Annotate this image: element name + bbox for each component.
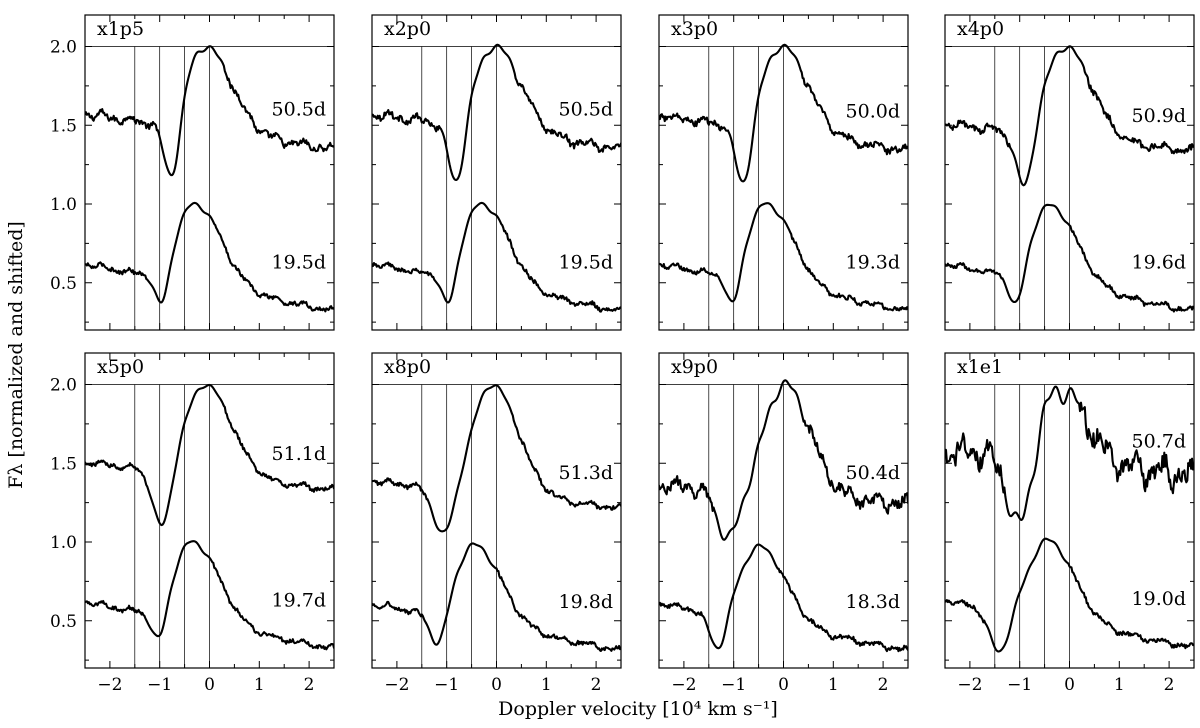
- spectrum-line: [85, 45, 334, 177]
- y-tick-label: 2.0: [50, 376, 77, 396]
- y-tick-label: 1.5: [50, 454, 77, 474]
- x-tick-label: 1: [1114, 675, 1125, 695]
- panel-x1e1: 50.7d 19.0d x1e1 −2 −1 0 1 2: [944, 352, 1195, 695]
- x-tick-label: 0: [491, 675, 502, 695]
- epoch-label: 51.3d: [559, 462, 613, 484]
- panel-x3p0: 50.0d 19.3d x3p0: [658, 14, 909, 331]
- spectrum-line: [659, 543, 908, 653]
- x-tick-label: −2: [671, 675, 696, 695]
- spectrum-line: [85, 383, 334, 527]
- y-tick-label: 0.5: [50, 274, 77, 294]
- x-axis-label: Doppler velocity [10⁴ km s⁻¹]: [498, 698, 778, 720]
- x-tick-label: 2: [304, 675, 315, 695]
- y-tick-label: 0.5: [50, 612, 77, 632]
- x-tick-label: 2: [878, 675, 889, 695]
- x-tick-label: 0: [204, 675, 215, 695]
- epoch-label: 50.0d: [846, 100, 900, 122]
- panel-title: x4p0: [957, 18, 1004, 40]
- y-tick-label: 1.0: [50, 195, 77, 215]
- spectrum-line: [945, 537, 1194, 653]
- y-tick-label: 1.0: [50, 533, 77, 553]
- panel-x5p0: 51.1d 19.7d x5p0 −2 −1 0 1 2 0.5 1.0 1.5 2.0: [50, 352, 335, 695]
- epoch-label: 50.9d: [1132, 105, 1186, 127]
- x-tick-label: 0: [1064, 675, 1075, 695]
- panel-title: x9p0: [671, 356, 718, 378]
- y-tick-label: 2.0: [50, 38, 77, 58]
- x-tick-label: −2: [384, 675, 409, 695]
- y-tick-label: 1.5: [50, 116, 77, 136]
- x-tick-label: −2: [97, 675, 122, 695]
- epoch-label: 19.3d: [846, 251, 900, 273]
- epoch-label: 19.5d: [272, 251, 326, 273]
- panel-grid: 50.5d 19.5d x1p5 0.5 1.0 1.5 2.0 50.5d 19.5d x2p0…: [50, 14, 1195, 695]
- spectrum-line: [85, 540, 334, 651]
- x-tick-label: 2: [1164, 675, 1175, 695]
- panel-x2p0: 50.5d 19.5d x2p0: [371, 14, 622, 331]
- epoch-label: 51.1d: [272, 443, 326, 465]
- panel-x8p0: 51.3d 19.8d x8p0 −2 −1 0 1 2: [371, 352, 622, 695]
- spectrum-line: [85, 201, 334, 313]
- x-tick-label: −1: [1007, 675, 1032, 695]
- epoch-label: 50.5d: [559, 99, 613, 121]
- panel-title: x8p0: [384, 356, 431, 378]
- spectrum-line: [945, 203, 1194, 313]
- epoch-label: 50.5d: [272, 99, 326, 121]
- spectrum-line: [659, 379, 908, 541]
- panel-x4p0: 50.9d 19.6d x4p0: [944, 14, 1195, 331]
- x-tick-label: 0: [778, 675, 789, 695]
- x-tick-label: −1: [721, 675, 746, 695]
- x-tick-label: −2: [957, 675, 982, 695]
- x-tick-label: −1: [434, 675, 459, 695]
- spectrum-line: [372, 542, 621, 652]
- x-tick-label: 1: [828, 675, 839, 695]
- epoch-label: 18.3d: [846, 591, 900, 613]
- x-tick-label: 1: [254, 675, 265, 695]
- panel-x9p0: 50.4d 18.3d x9p0 −2 −1 0 1 2: [658, 352, 909, 695]
- epoch-label: 19.7d: [272, 589, 326, 611]
- spectrum-line: [945, 385, 1194, 521]
- x-tick-label: −1: [147, 675, 172, 695]
- spectrum-line: [372, 384, 621, 533]
- panel-title: x2p0: [384, 18, 431, 40]
- panel-title: x1p5: [97, 18, 144, 40]
- spectrum-line: [659, 202, 908, 312]
- panel-title: x3p0: [671, 18, 718, 40]
- epoch-label: 19.0d: [1132, 588, 1186, 610]
- epoch-label: 19.5d: [559, 251, 613, 273]
- spectrum-line: [372, 43, 621, 182]
- x-tick-label: 2: [591, 675, 602, 695]
- epoch-label: 19.6d: [1132, 251, 1186, 273]
- panel-x1p5: 50.5d 19.5d x1p5 0.5 1.0 1.5 2.0: [50, 14, 335, 331]
- spectrum-line: [372, 201, 621, 313]
- y-axis-label: Fλ [normalized and shifted]: [5, 221, 27, 489]
- panel-title: x5p0: [97, 356, 144, 378]
- epoch-label: 50.4d: [846, 462, 900, 484]
- epoch-label: 50.7d: [1132, 430, 1186, 452]
- spectrum-line: [945, 45, 1194, 187]
- spectrum-line: [659, 43, 908, 183]
- epoch-label: 19.8d: [559, 591, 613, 613]
- panel-title: x1e1: [957, 356, 1003, 378]
- x-tick-label: 1: [541, 675, 552, 695]
